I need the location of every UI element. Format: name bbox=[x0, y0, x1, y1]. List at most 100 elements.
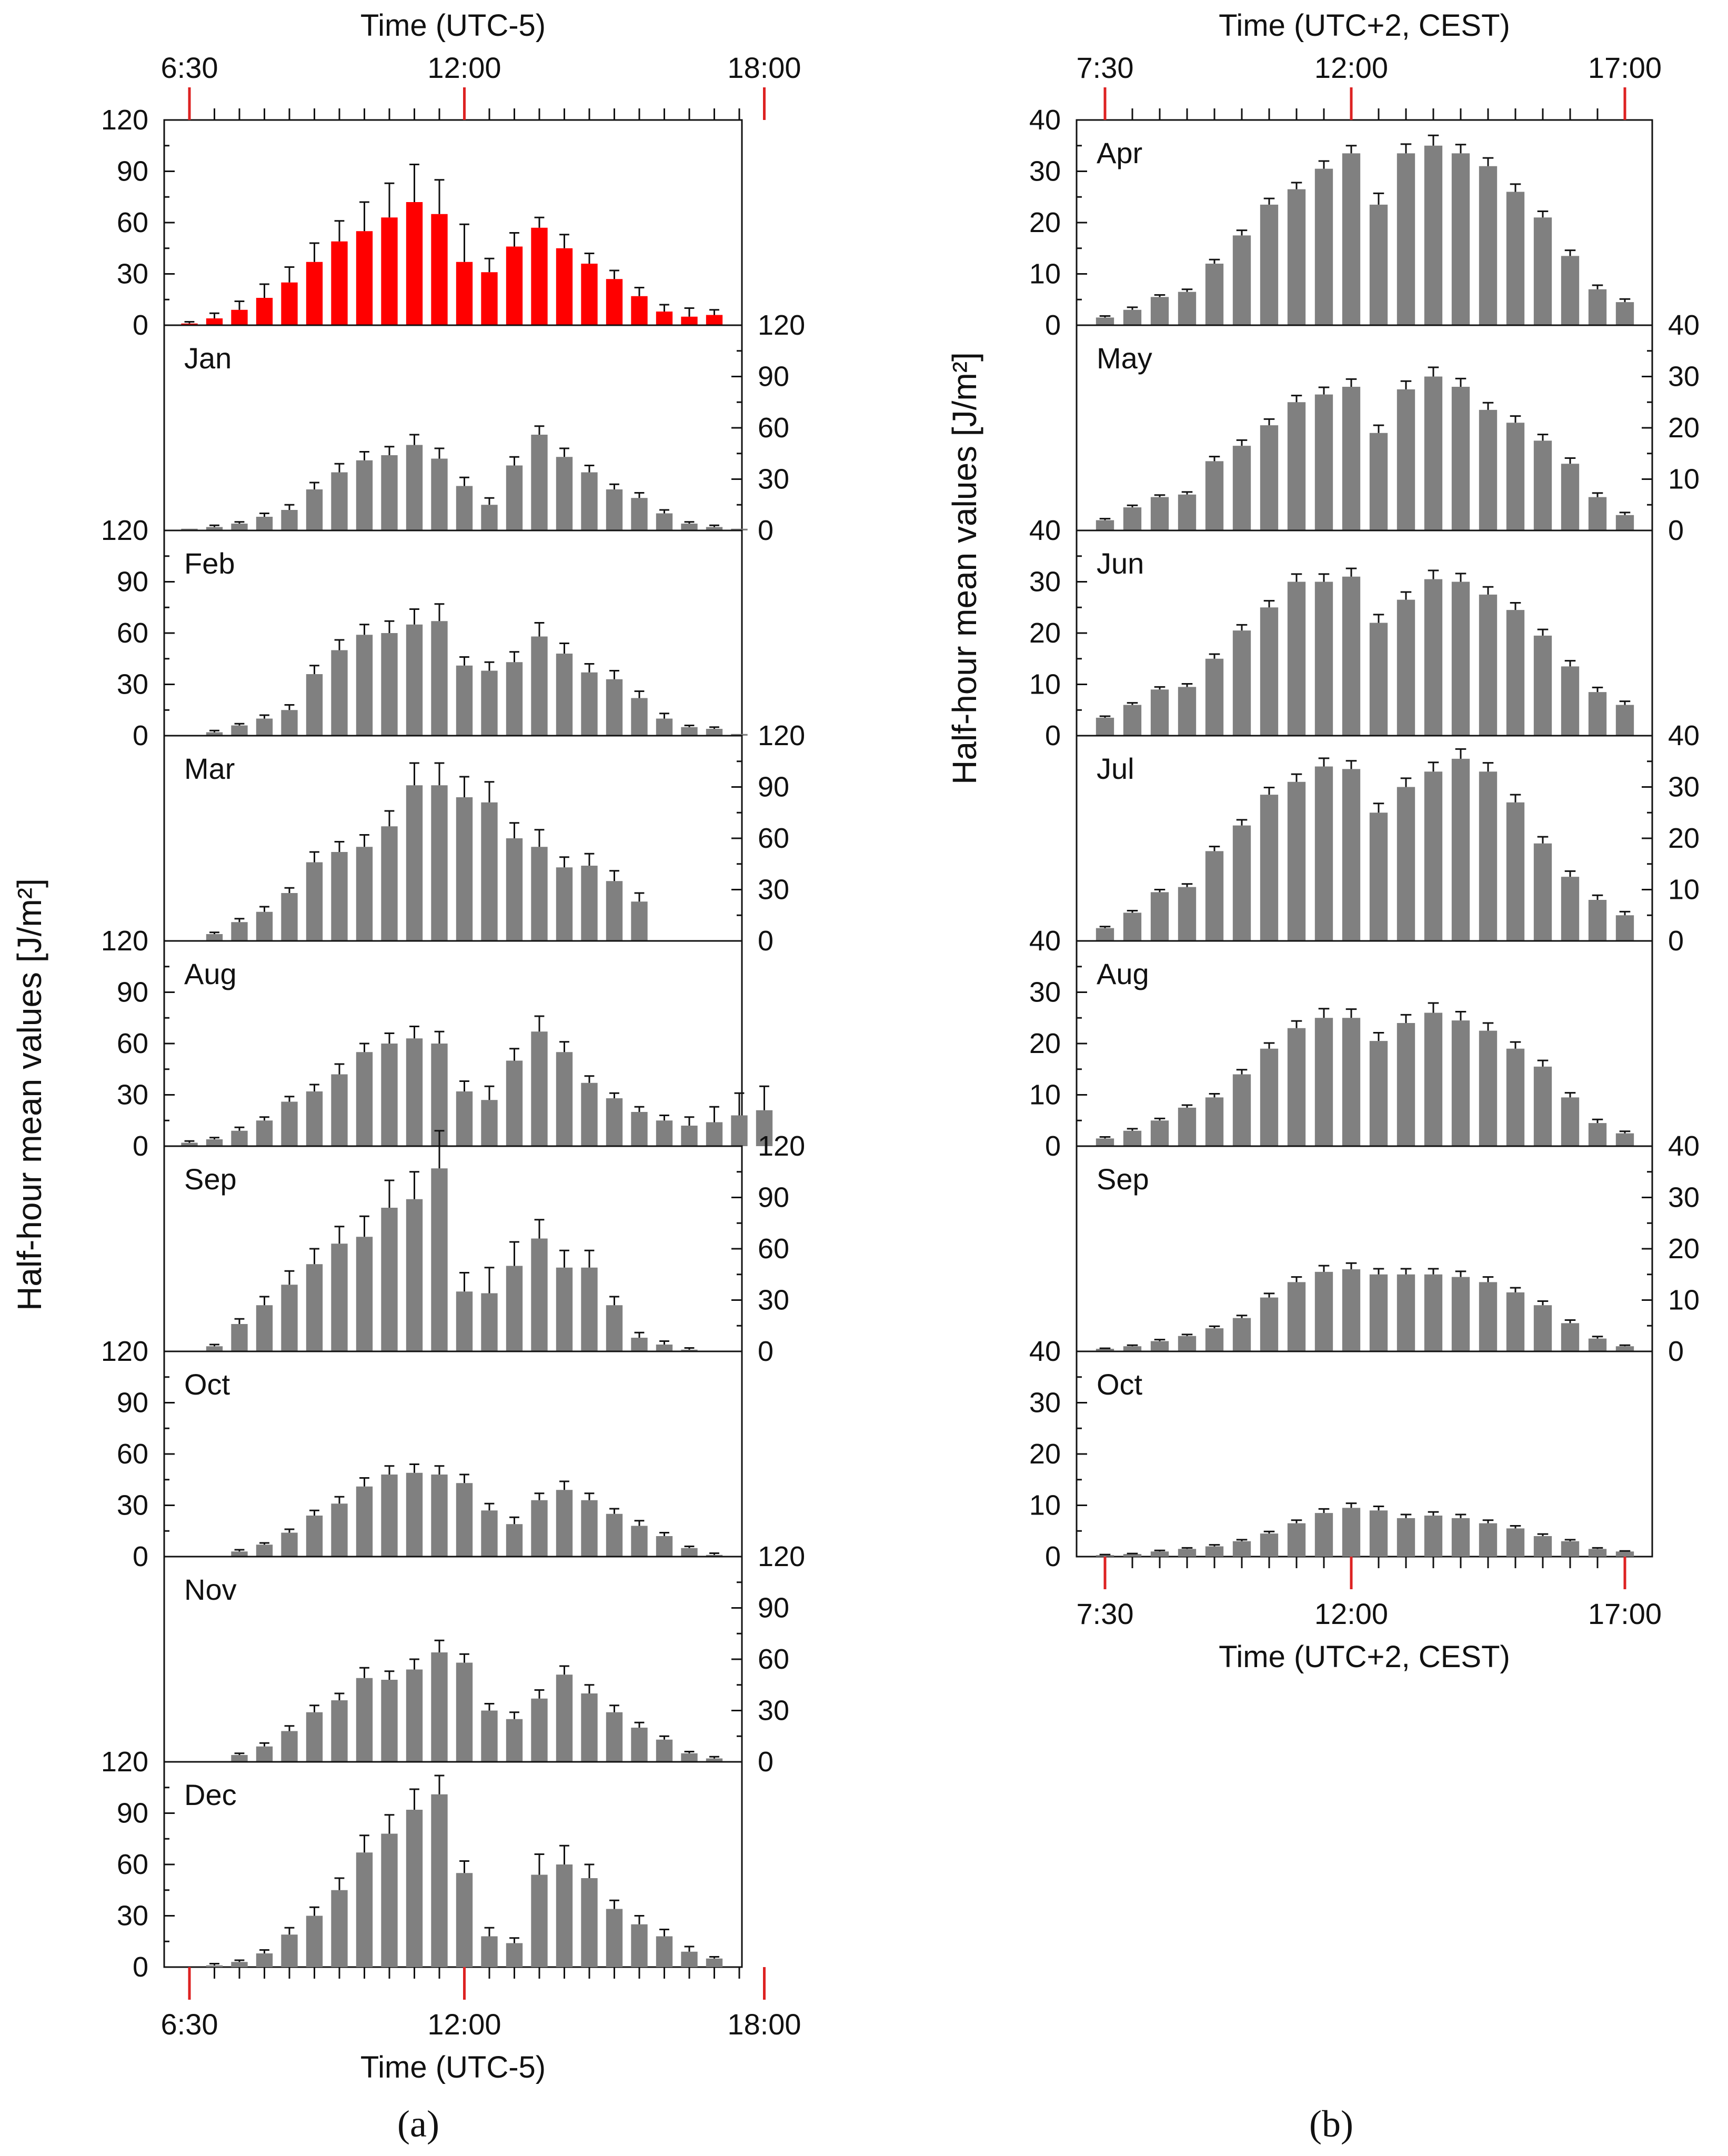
y-tick-label: 10 bbox=[1029, 1079, 1061, 1111]
x-axis-title-top: Time (UTC+2, CEST) bbox=[1219, 8, 1510, 43]
bar bbox=[1123, 507, 1142, 530]
y-tick-label: 10 bbox=[1029, 258, 1061, 290]
bar bbox=[1561, 1323, 1580, 1351]
panel-frame bbox=[163, 1145, 743, 1352]
bar bbox=[481, 1100, 498, 1146]
bar bbox=[331, 650, 348, 736]
bar bbox=[1123, 309, 1142, 325]
time-label: 12:00 bbox=[427, 2008, 501, 2041]
bar bbox=[1506, 1048, 1525, 1146]
time-label: 7:30 bbox=[1077, 51, 1134, 84]
bar bbox=[631, 1338, 648, 1351]
y-tick-label: 30 bbox=[1029, 977, 1061, 1008]
bar bbox=[1260, 1533, 1279, 1557]
bar bbox=[1533, 1305, 1552, 1351]
bar bbox=[1533, 635, 1552, 736]
bar bbox=[1479, 771, 1498, 941]
bar bbox=[306, 862, 323, 941]
bar bbox=[256, 911, 273, 941]
bar bbox=[1397, 153, 1415, 325]
bar bbox=[1369, 1041, 1388, 1146]
bar bbox=[331, 852, 348, 941]
bar bbox=[1287, 189, 1306, 325]
bar bbox=[556, 457, 573, 530]
y-tick-label: 0 bbox=[133, 1951, 148, 1983]
bar bbox=[381, 217, 398, 325]
y-tick-label: 40 bbox=[1668, 720, 1700, 751]
bar bbox=[381, 1833, 398, 1967]
bar bbox=[431, 458, 448, 530]
bar bbox=[1479, 1282, 1498, 1351]
bar bbox=[606, 1305, 623, 1351]
bar bbox=[481, 1293, 498, 1351]
bar bbox=[1533, 1536, 1552, 1557]
bar bbox=[331, 241, 348, 325]
bar bbox=[456, 1091, 473, 1146]
bar bbox=[656, 1536, 673, 1557]
bar bbox=[1533, 1066, 1552, 1146]
bar bbox=[356, 847, 373, 941]
bar bbox=[1232, 1541, 1251, 1557]
y-tick-label: 40 bbox=[1029, 104, 1061, 136]
bar bbox=[1424, 579, 1443, 736]
bar bbox=[181, 1142, 198, 1146]
bar bbox=[1150, 892, 1169, 941]
month-label: Aug bbox=[184, 957, 237, 990]
bar bbox=[681, 727, 698, 736]
bar bbox=[1178, 1107, 1197, 1146]
bar bbox=[1123, 705, 1142, 736]
y-tick-label: 30 bbox=[1668, 361, 1700, 393]
bar bbox=[556, 1052, 573, 1146]
bar bbox=[631, 296, 648, 325]
bar bbox=[1232, 446, 1251, 530]
y-tick-label: 30 bbox=[758, 464, 789, 495]
bar bbox=[281, 1934, 298, 1967]
bar bbox=[1260, 1048, 1279, 1146]
bar bbox=[1342, 1269, 1361, 1351]
y-tick-label: 0 bbox=[758, 925, 773, 957]
bar bbox=[256, 1545, 273, 1557]
bar bbox=[431, 1475, 448, 1557]
bar bbox=[1615, 705, 1634, 736]
bar bbox=[1150, 297, 1169, 325]
bar bbox=[431, 621, 448, 736]
y-tick-label: 60 bbox=[758, 1233, 789, 1265]
bar bbox=[456, 1873, 473, 1967]
bar bbox=[506, 1719, 523, 1762]
y-tick-label: 30 bbox=[117, 1079, 148, 1111]
bar bbox=[356, 231, 373, 325]
bar bbox=[406, 624, 423, 736]
bar bbox=[281, 1532, 298, 1557]
bar bbox=[1260, 607, 1279, 736]
bar bbox=[181, 323, 198, 325]
bar bbox=[1506, 423, 1525, 530]
time-label: 7:30 bbox=[1077, 1597, 1134, 1630]
bar bbox=[281, 893, 298, 941]
bar bbox=[731, 734, 748, 736]
bar bbox=[1369, 813, 1388, 941]
x-axis-title-bottom: Time (UTC+2, CEST) bbox=[1219, 1640, 1510, 1674]
bar bbox=[206, 1139, 223, 1146]
bar bbox=[1287, 581, 1306, 736]
bar bbox=[1561, 464, 1580, 530]
bar bbox=[1369, 623, 1388, 736]
bar bbox=[556, 654, 573, 736]
bar bbox=[1150, 1341, 1169, 1351]
bar bbox=[1615, 1551, 1634, 1557]
bar bbox=[1451, 1020, 1470, 1146]
y-tick-label: 0 bbox=[1668, 515, 1684, 546]
y-tick-label: 40 bbox=[1029, 515, 1061, 546]
y-tick-label: 0 bbox=[758, 515, 773, 546]
bar bbox=[506, 1060, 523, 1146]
time-label: 17:00 bbox=[1588, 51, 1662, 84]
bar bbox=[1287, 402, 1306, 530]
y-tick-label: 40 bbox=[1668, 309, 1700, 341]
bar bbox=[506, 1524, 523, 1557]
bar bbox=[406, 785, 423, 941]
bar bbox=[631, 901, 648, 941]
bar bbox=[456, 1483, 473, 1557]
bar bbox=[1424, 1012, 1443, 1146]
bar bbox=[1232, 235, 1251, 325]
panel-a-Mar: 0 30 60 90 120 Mar bbox=[163, 720, 805, 957]
bar bbox=[1178, 1336, 1197, 1351]
